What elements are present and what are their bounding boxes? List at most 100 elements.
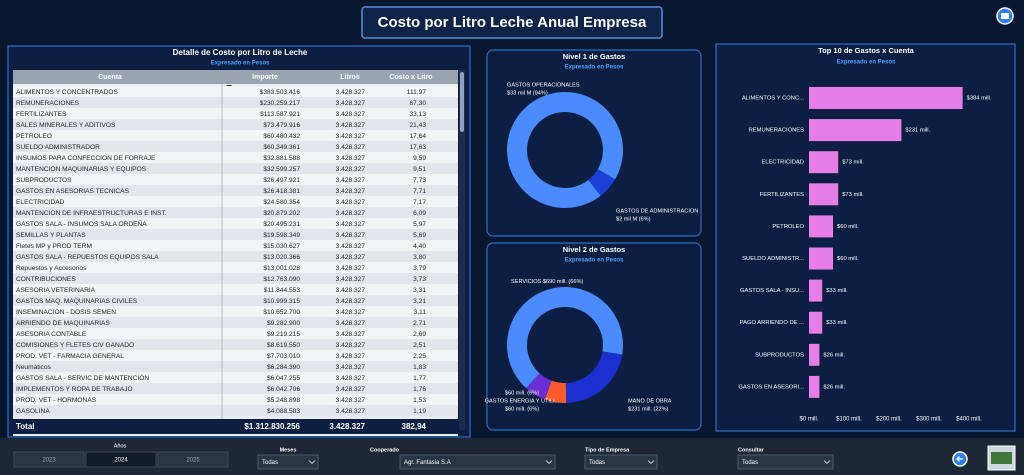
table-cell: INSUMOS PARA CONFECCION DE FORRAJE <box>16 155 156 162</box>
total-cell: 3.428.327 <box>329 422 365 431</box>
table-cell: $230.259.217 <box>260 100 301 107</box>
value-label: $26 mill. <box>823 384 845 390</box>
table-row <box>13 119 458 130</box>
scrollbar-track <box>459 70 465 430</box>
value-label: $60 mill. <box>837 224 859 230</box>
table-row <box>13 130 458 141</box>
table-cell: 67,30 <box>409 100 426 107</box>
donut-segment <box>544 380 567 403</box>
donut-segment <box>526 373 552 400</box>
table-row <box>13 361 458 372</box>
filter-label: Años <box>114 443 127 449</box>
table-cell: $6.042.706 <box>267 386 300 393</box>
table-cell: 7,71 <box>413 188 426 195</box>
table-cell: $20.879.202 <box>263 210 300 217</box>
table-cell: $383.503.416 <box>260 89 301 96</box>
table-cell: 1,19 <box>413 408 426 415</box>
chart-title: Nivel 1 de Gastos <box>563 52 626 61</box>
table-cell: 3.428.327 <box>336 177 366 184</box>
table-cell: $32.881.588 <box>263 155 300 162</box>
table-row <box>13 317 458 328</box>
table-cell: 3.428.327 <box>336 320 366 327</box>
category-label: SERVICIOS <box>511 279 542 285</box>
table-cell: ARRIENDO DE MAQUINARIAS <box>16 320 110 327</box>
table-cell: 3.428.327 <box>336 375 366 382</box>
year-button[interactable] <box>157 451 229 468</box>
table-cell: GASTOS SALA - REPUESTOS EQUIPOS SALA <box>16 254 159 261</box>
table-cell: 1,76 <box>413 386 426 393</box>
dropdown[interactable] <box>399 454 556 470</box>
table-cell: $10.999.315 <box>263 298 300 305</box>
dropdown[interactable] <box>257 454 319 470</box>
y-category-label: PAGO ARRIENDO DE ... <box>740 320 805 326</box>
value-label: $33 mill. <box>826 320 848 326</box>
table-row <box>13 328 458 339</box>
table-row <box>13 295 458 306</box>
table-cell: 3.428.327 <box>336 210 366 217</box>
table-cell: 33,13 <box>409 111 426 118</box>
dropdown-value: Todas <box>742 460 758 466</box>
table-cell: PROD. VET - HORMONAS <box>16 397 97 404</box>
table-row <box>13 284 458 295</box>
chart-subtitle: Expresado en Pesos <box>837 60 896 66</box>
table-cell: 7,73 <box>413 177 426 184</box>
table-cell: ASESORIA VETERINARIA <box>16 287 96 294</box>
value-label: $26 mill. <box>823 352 845 358</box>
table-cell: FERTILIZANTES <box>16 111 67 118</box>
donut-segment <box>507 286 623 389</box>
table-cell: $10.652.700 <box>263 309 300 316</box>
y-category-label: ALIMENTOS Y CONC... <box>742 96 805 102</box>
chart-title: Top 10 de Gastos x Cuenta <box>818 46 915 55</box>
table-cell: $5.248.898 <box>267 397 300 404</box>
table-cell: COMISIONES Y FLETES C/V GANADO <box>16 342 134 349</box>
table-cell: 3.428.327 <box>336 298 366 305</box>
table-cell: 3.428.327 <box>336 89 366 96</box>
dropdown-value: Todas <box>262 460 278 466</box>
header-box <box>361 6 663 39</box>
table-cell: 3,79 <box>413 265 426 272</box>
table-cell: 3.428.327 <box>336 144 366 151</box>
table-cell: Repuestos y Accesorios <box>16 265 87 272</box>
table-row <box>13 97 458 108</box>
table-cell: 1,77 <box>413 375 426 382</box>
table-row <box>13 339 458 350</box>
table-cell: 3,73 <box>413 276 426 283</box>
year-button[interactable] <box>13 451 85 468</box>
table-cell: $32.599.257 <box>263 166 300 173</box>
table-cell: 9,59 <box>413 155 426 162</box>
chart-subtitle: Expresado en Pesos <box>565 65 624 71</box>
table-cell: 2,69 <box>413 331 426 338</box>
table-cell: 2,51 <box>413 342 426 349</box>
x-tick-label: $200 mill. <box>876 417 902 423</box>
table-cell: GASOLINA <box>16 408 50 415</box>
table-row <box>13 273 458 284</box>
table-row <box>13 251 458 262</box>
scrollbar-thumb[interactable] <box>460 72 464 132</box>
bar <box>809 375 820 398</box>
dropdown[interactable] <box>584 454 658 470</box>
year-option: 2024 <box>114 458 128 464</box>
table-cell: GASTOS EN ASESORIAS TECNICAS <box>16 188 130 195</box>
value-label: $60 mill. <box>837 256 859 262</box>
dropdown[interactable] <box>737 454 834 470</box>
table-cell: 3.428.327 <box>336 243 366 250</box>
table-cell: 3.428.327 <box>336 133 366 140</box>
table-cell: $20.495.231 <box>263 221 300 228</box>
table-cell: 3.428.327 <box>336 166 366 173</box>
value-label: $231 mill. <box>905 128 930 134</box>
table-cell: 3.428.327 <box>336 386 366 393</box>
table-cell: 3.428.327 <box>336 100 366 107</box>
value-label: $73 mill. <box>842 192 864 198</box>
table-title: Detalle de Costo por Litro de Leche <box>173 48 308 57</box>
year-button[interactable] <box>85 451 157 468</box>
page-title: Costo por Litro Leche Anual Empresa <box>378 14 647 31</box>
year-option: 2023 <box>42 458 56 464</box>
table-cell: 3.428.327 <box>336 188 366 195</box>
bar <box>809 183 839 206</box>
table-cell: $26.497.921 <box>263 177 300 184</box>
table-cell: 3.428.327 <box>336 309 366 316</box>
y-category-label: GASTOS EN ASESORI... <box>738 384 804 390</box>
table-cell: 3.428.327 <box>336 364 366 371</box>
y-category-label: FERTILIZANTES <box>760 192 804 198</box>
y-category-label: PETROLEO <box>772 224 804 230</box>
